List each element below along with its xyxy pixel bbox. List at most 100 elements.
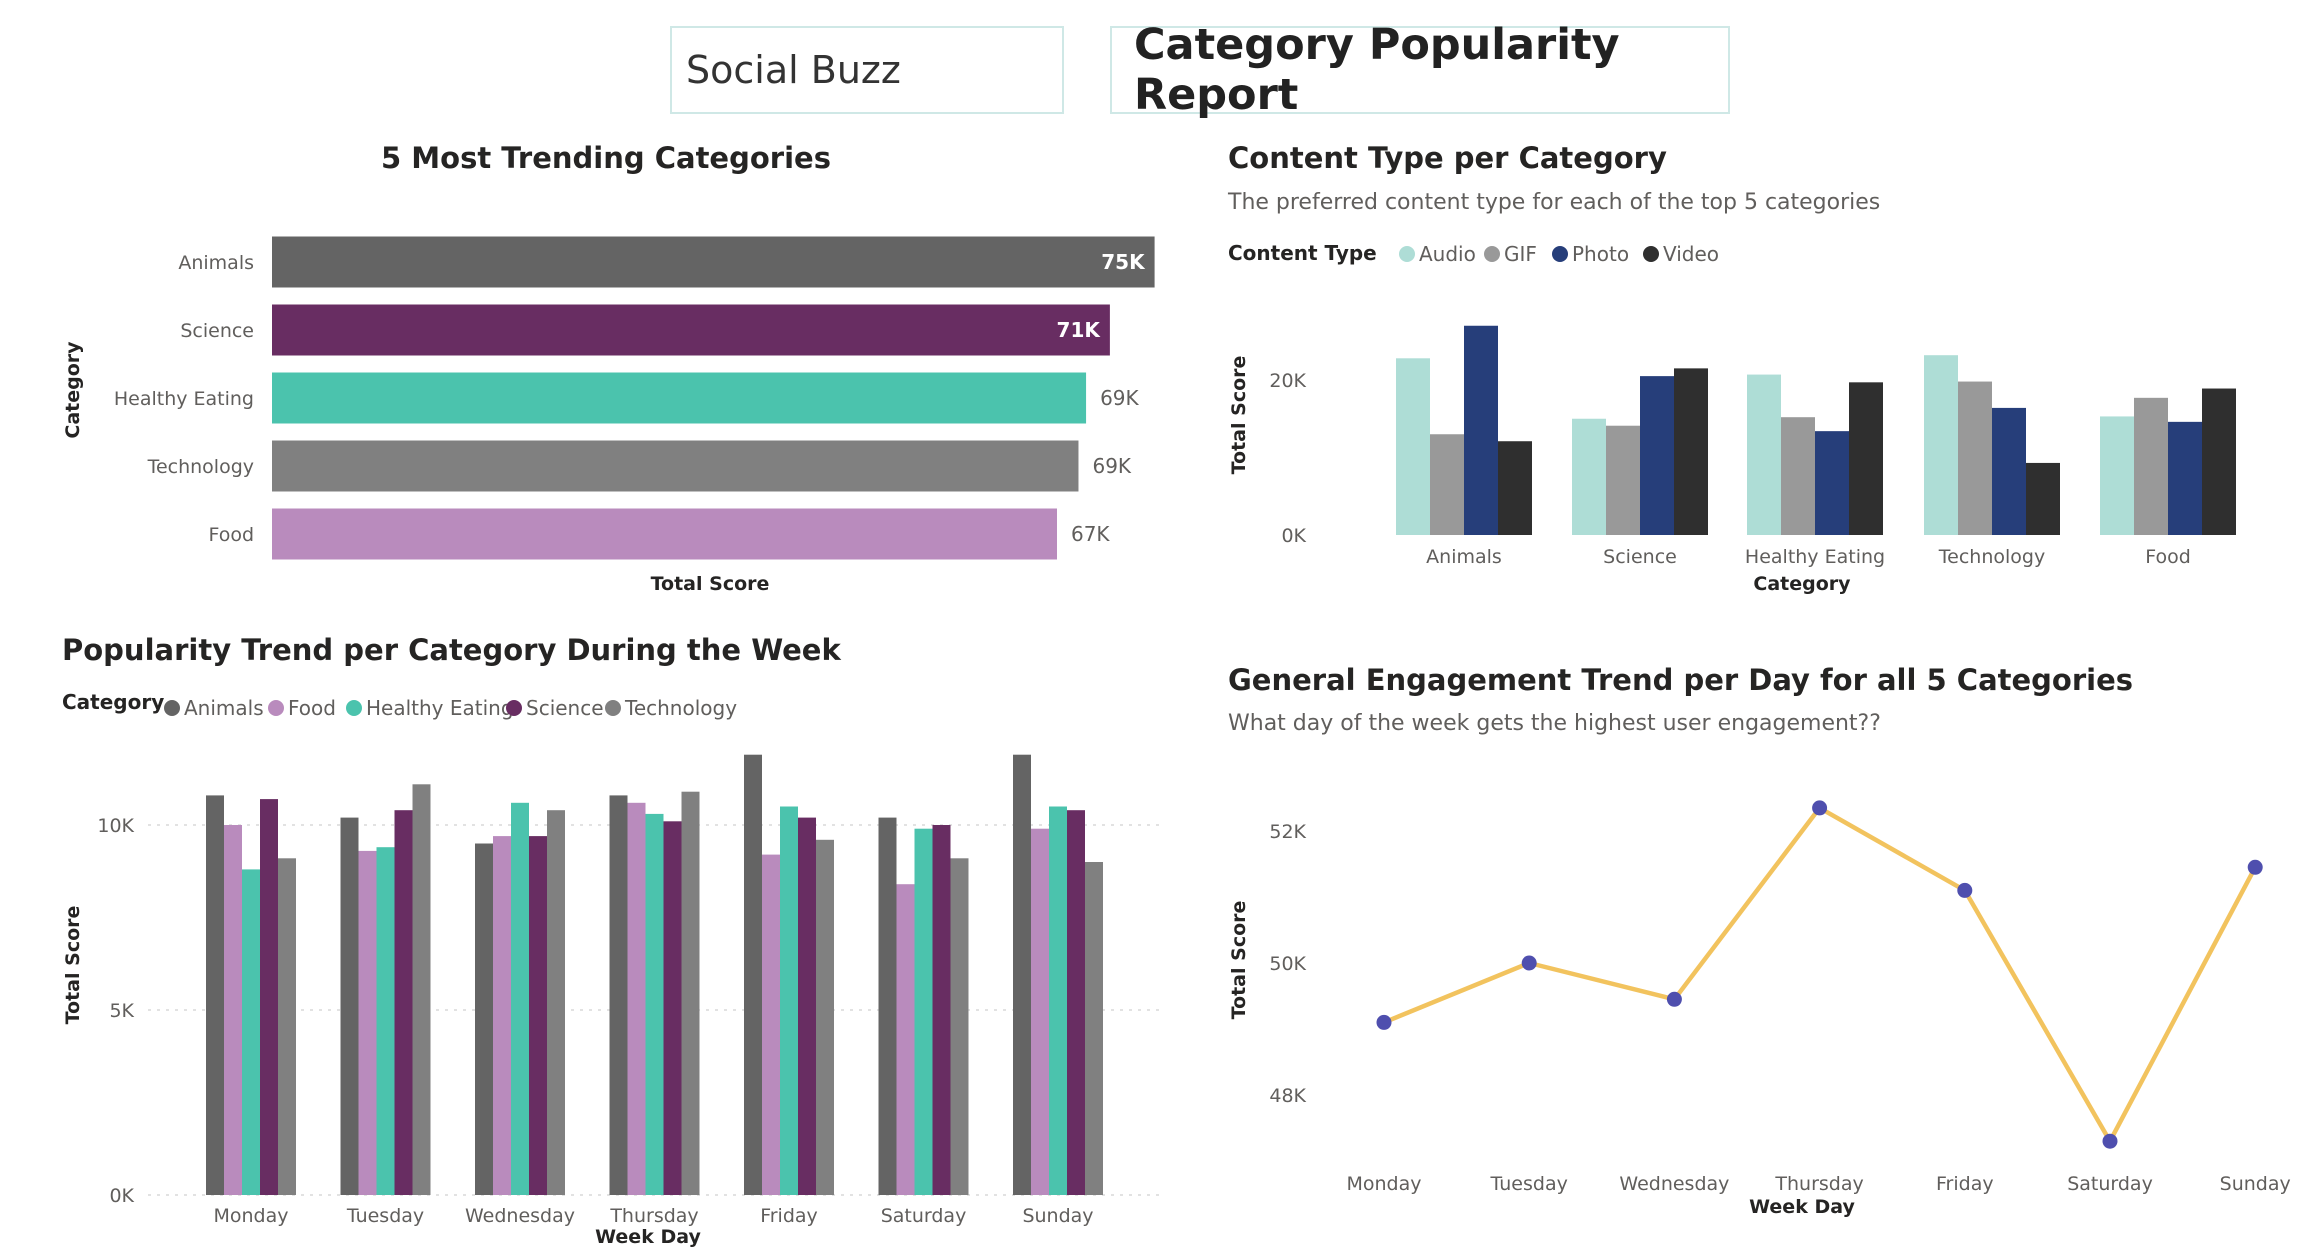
brand-name: Social Buzz [686,48,901,92]
weekly-trend-bar-thursday-technology [681,791,700,1195]
trending-data-label-science: 71K [1057,318,1102,342]
content-type-bar-technology-audio [1924,355,1958,535]
weekly-trend-x-tick-thursday: Thursday [609,1205,698,1227]
content-type-legend-label-audio: Audio [1419,242,1476,266]
content-type-legend: Audio GIF Photo Video [1399,242,1719,266]
weekly-trend-bar-wednesday-healthy-eating [511,802,529,1195]
content-type-legend-label-video: Video [1663,242,1719,266]
content-type-bar-healthy-eating-photo [1815,431,1849,535]
weekly-trend-bar-saturday-food [896,884,915,1195]
trending-data-label-technology: 69K [1092,454,1131,478]
weekly-trend-bar-friday-science [798,817,816,1195]
trending-bar-science [272,304,1110,356]
weekly-trend-legend-title: Category [62,690,164,714]
content-type-title: Content Type per Category [1228,141,1667,175]
weekly-trend-bar-tuesday-food [358,850,377,1195]
weekly-trend-bar-friday-animals [744,754,762,1195]
trending-chart-title: 5 Most Trending Categories [381,141,831,175]
engagement-point-thursday [1812,800,1828,816]
trending-data-label-animals: 75K [1101,250,1146,274]
trending-category-label-healthy-eating: Healthy Eating [114,388,254,410]
report-title: Category Popularity Report [1134,20,1620,120]
content-type-legend-label-gif: GIF [1504,242,1537,266]
weekly-trend-bar-wednesday-science [529,836,547,1195]
content-type-bar-technology-gif [1958,381,1992,535]
trending-category-label-science: Science [180,320,254,342]
weekly-trend-legend: Animals Food Healthy Eating Science Technolo… [164,696,737,720]
weekly-trend-x-tick-tuesday: Tuesday [346,1205,424,1227]
engagement-y-tick-50K: 50K [1269,953,1306,975]
trending-bar-animals [272,236,1155,288]
trending-y-axis-title: Category [62,341,84,439]
weekly-trend-legend-label-animals: Animals [184,696,264,720]
weekly-trend-y-tick-10K: 10K [97,815,134,837]
engagement-title: General Engagement Trend per Day for all… [1228,663,2133,697]
content-type-bar-animals-gif [1430,434,1464,535]
weekly-trend-bar-sunday-animals [1013,754,1031,1195]
weekly-trend-bar-tuesday-technology [412,784,431,1195]
content-type-bar-food-gif [2134,397,2168,535]
engagement-x-tick-thursday: Thursday [1774,1173,1863,1195]
engagement-point-saturday [2102,1133,2118,1149]
trending-bar-food [272,508,1057,560]
trending-x-axis-title: Total Score [651,573,770,595]
weekly-trend-legend-marker-science [506,700,522,716]
report-title-box: Category Popularity Report [1110,20,1730,120]
engagement-x-axis-title: Week Day [1749,1196,1855,1218]
content-type-bar-animals-video [1498,441,1532,535]
content-type-x-tick-healthy-eating: Healthy Eating [1745,546,1885,568]
trending-category-label-food: Food [208,524,254,546]
engagement-point-friday [1957,882,1973,898]
content-type-chart: Content Type per Category The preferred … [1227,141,2236,595]
content-type-bar-food-audio [2100,416,2134,535]
engagement-subtitle: What day of the week gets the highest us… [1228,711,1881,736]
content-type-x-tick-science: Science [1603,546,1677,568]
content-type-subtitle: The preferred content type for each of t… [1227,190,1880,215]
content-type-legend-marker-photo [1552,246,1568,262]
weekly-trend-bar-thursday-animals [609,795,628,1195]
weekly-trend-bar-sunday-food [1031,828,1049,1195]
weekly-trend-bar-monday-animals [206,795,224,1195]
weekly-trend-legend-marker-technology [605,700,621,716]
content-type-legend-label-photo: Photo [1572,242,1629,266]
weekly-trend-legend-marker-animals [164,700,180,716]
weekly-trend-bar-monday-science [260,799,278,1195]
engagement-y-tick-48K: 48K [1269,1085,1306,1107]
content-type-y-tick-20K: 20K [1269,370,1306,392]
engagement-y-axis-title: Total Score [1228,901,1250,1020]
weekly-trend-bar-wednesday-technology [547,810,565,1195]
content-type-bar-food-photo [2168,421,2202,535]
engagement-point-wednesday [1666,991,1682,1007]
weekly-trend-bar-monday-food [224,825,242,1195]
weekly-trend-legend-marker-food [268,700,284,716]
weekly-trend-bar-saturday-animals [878,817,897,1195]
weekly-trend-bar-sunday-science [1067,810,1085,1195]
weekly-trend-y-tick-0K: 0K [109,1185,134,1207]
weekly-trend-bar-thursday-food [627,802,646,1195]
weekly-trend-chart: Popularity Trend per Category During the… [62,633,1160,1248]
content-type-bar-healthy-eating-audio [1747,374,1781,535]
content-type-bar-science-video [1674,368,1708,535]
weekly-trend-x-axis-title: Week Day [595,1226,701,1248]
content-type-bar-technology-photo [1992,407,2026,535]
content-type-legend-marker-video [1643,246,1659,262]
content-type-bar-food-video [2202,388,2236,535]
weekly-trend-bar-monday-technology [278,858,296,1195]
weekly-trend-bar-monday-healthy-eating [242,869,260,1195]
engagement-y-tick-52K: 52K [1269,821,1306,843]
engagement-x-tick-saturday: Saturday [2067,1173,2153,1195]
weekly-trend-bar-tuesday-healthy-eating [376,847,395,1195]
trending-bar-healthy-eating [272,372,1087,424]
trending-categories-chart: 5 Most Trending Categories Total Score C… [62,141,1155,595]
engagement-x-tick-tuesday: Tuesday [1490,1173,1568,1195]
weekly-trend-y-tick-5K: 5K [109,1000,134,1022]
engagement-point-tuesday [1521,955,1537,971]
content-type-bar-healthy-eating-gif [1781,417,1815,535]
engagement-x-tick-sunday: Sunday [2220,1173,2291,1195]
weekly-trend-bar-saturday-science [932,825,951,1195]
content-type-x-axis-title: Category [1753,573,1851,595]
weekly-trend-bar-friday-healthy-eating [780,806,798,1195]
weekly-trend-bar-thursday-healthy-eating [645,813,664,1195]
content-type-y-tick-0K: 0K [1281,525,1306,547]
weekly-trend-bar-thursday-science [663,821,682,1195]
